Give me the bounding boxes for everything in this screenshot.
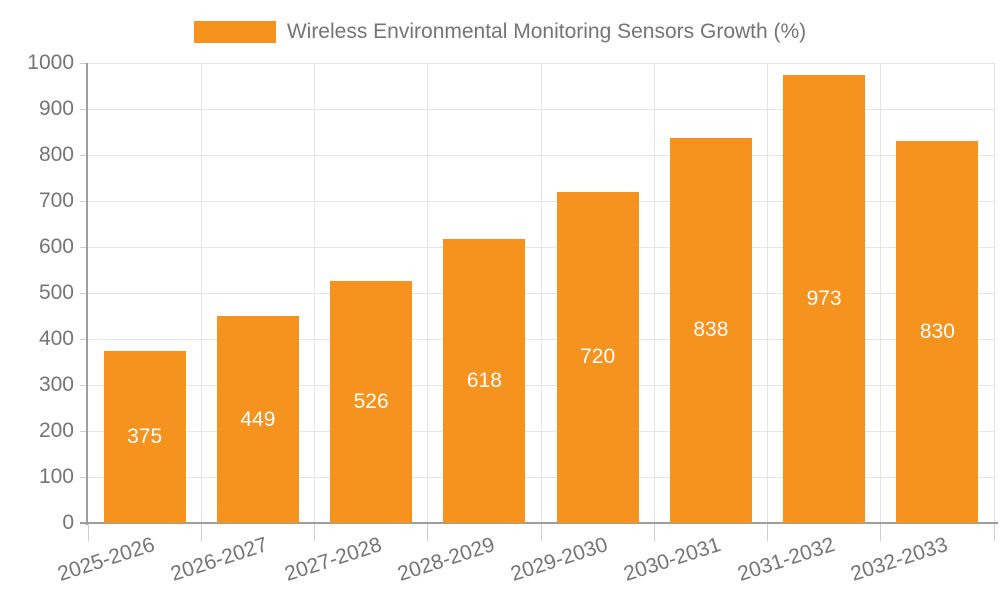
y-axis-label: 900 <box>38 97 74 120</box>
gridline-vertical <box>314 63 315 523</box>
y-axis-tick <box>80 476 88 478</box>
y-axis-tick <box>80 292 88 294</box>
x-axis-tick <box>314 523 315 541</box>
x-axis-tick <box>427 523 429 541</box>
y-axis-label: 700 <box>38 189 74 212</box>
y-axis-tick <box>80 154 88 156</box>
y-axis-tick <box>80 108 88 110</box>
bar <box>443 238 526 523</box>
x-axis-tick <box>880 523 882 541</box>
legend-swatch <box>193 21 276 43</box>
x-axis-tick <box>540 523 542 541</box>
y-axis-tick <box>80 62 88 64</box>
y-axis-label: 1000 <box>27 51 74 74</box>
x-axis-label: 2028-2029 <box>394 533 498 586</box>
y-axis-tick <box>80 384 88 386</box>
y-axis-label: 300 <box>38 373 74 396</box>
bar-value-label: 830 <box>919 320 955 344</box>
gridline-vertical <box>540 63 542 523</box>
gridline-vertical <box>653 63 655 523</box>
bar-value-label: 449 <box>240 407 276 431</box>
gridline-vertical <box>427 63 429 523</box>
gridline-vertical <box>200 63 202 523</box>
bar <box>330 281 413 523</box>
y-axis-label: 100 <box>38 465 74 488</box>
x-axis-tick <box>87 523 89 541</box>
bar-value-label: 375 <box>127 424 163 448</box>
y-axis-tick <box>80 200 88 202</box>
bar <box>783 75 866 523</box>
x-axis-label: 2032-2033 <box>847 533 951 586</box>
bar <box>896 141 979 523</box>
x-axis-label: 2030-2031 <box>621 533 724 586</box>
y-axis-label: 400 <box>38 327 74 350</box>
legend-item[interactable]: Wireless Environmental Monitoring Sensor… <box>0 20 1000 44</box>
y-axis-label: 200 <box>38 419 74 442</box>
y-axis-tick <box>80 430 88 432</box>
gridline-vertical <box>993 63 995 523</box>
bar <box>103 350 186 523</box>
legend-label: Wireless Environmental Monitoring Sensor… <box>286 20 807 43</box>
y-axis-label: 800 <box>38 143 74 166</box>
x-axis-label: 2031-2032 <box>734 533 838 586</box>
y-axis-label: 500 <box>38 281 74 304</box>
bar <box>216 316 299 523</box>
x-axis-tick <box>200 523 202 541</box>
gridline-vertical <box>767 63 768 523</box>
bar-value-label: 526 <box>353 390 389 414</box>
x-axis-label: 2029-2030 <box>508 533 611 586</box>
bar <box>669 137 752 523</box>
y-axis-tick <box>80 246 88 248</box>
x-axis-label: 2025-2026 <box>55 533 158 586</box>
y-axis-label: 600 <box>38 235 74 258</box>
x-axis-tick <box>993 523 995 541</box>
bar-value-label: 973 <box>806 287 842 311</box>
x-axis-tick <box>767 523 768 541</box>
x-axis-label: 2027-2028 <box>281 533 385 586</box>
bar-value-label: 838 <box>693 318 729 342</box>
y-axis-tick <box>80 338 88 340</box>
x-axis-line <box>80 522 998 524</box>
x-axis-tick <box>653 523 655 541</box>
bar-value-label: 618 <box>466 368 502 392</box>
bar-value-label: 720 <box>580 345 616 369</box>
gridline-vertical <box>880 63 882 523</box>
bar <box>556 191 639 523</box>
x-axis-label: 2026-2027 <box>168 533 271 586</box>
y-axis-label: 0 <box>62 511 74 534</box>
y-axis-line <box>86 63 88 525</box>
